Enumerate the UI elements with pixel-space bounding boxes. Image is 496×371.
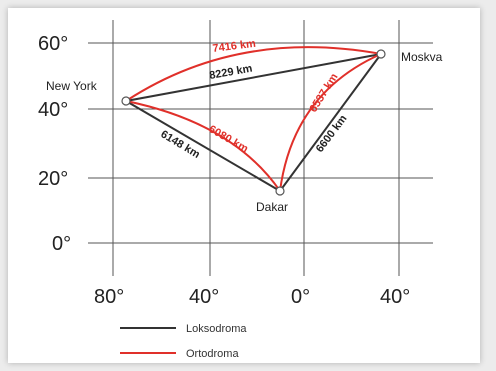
city-marker-moskva: [376, 49, 386, 59]
y-tick-label: 40°: [38, 99, 68, 121]
city-label-dakar: Dakar: [256, 200, 288, 214]
loxodrome-ny-moskva: [125, 53, 382, 102]
x-tick-label: 40°: [189, 286, 219, 308]
orthodrome-ny-dakar: [125, 100, 281, 192]
city-marker-new-york: [121, 96, 131, 106]
distance-label-orthodrome-dakar-moskva: 6537 km: [307, 71, 340, 114]
distance-label-loxodrome-dakar-moskva: 6600 km: [314, 113, 350, 155]
city-label-new-york: New York: [46, 79, 98, 93]
orthodrome-routes: [125, 46, 382, 192]
city-label-moskva: Moskva: [401, 50, 443, 64]
legend: Loksodroma Ortodroma: [120, 323, 247, 360]
y-tick-label: 60°: [38, 33, 68, 55]
route-map: 60° 40° 20° 0° 80° 40° 0° 40° New York M…: [38, 20, 443, 360]
legend-label-orthodrome: Ortodroma: [186, 348, 239, 360]
grid: [88, 20, 433, 276]
orthodrome-ny-moskva: [125, 46, 382, 102]
orthodrome-dakar-moskva: [279, 53, 382, 192]
distance-label-orthodrome-ny-dakar: 6080 km: [207, 123, 251, 155]
x-tick-label: 40°: [380, 286, 410, 308]
city-marker-dakar: [275, 186, 285, 196]
loxodrome-dakar-moskva: [279, 53, 382, 192]
y-tick-label: 0°: [52, 233, 71, 255]
loxodrome-ny-dakar: [125, 100, 281, 192]
y-tick-label: 20°: [38, 168, 68, 190]
map-card: 60° 40° 20° 0° 80° 40° 0° 40° New York M…: [8, 8, 480, 363]
distance-label-orthodrome-ny-moskva: 7416 km: [212, 38, 257, 55]
x-tick-label: 0°: [291, 286, 310, 308]
legend-label-loxodrome: Loksodroma: [186, 323, 247, 335]
x-tick-label: 80°: [94, 286, 124, 308]
loxodrome-routes: [125, 53, 382, 192]
